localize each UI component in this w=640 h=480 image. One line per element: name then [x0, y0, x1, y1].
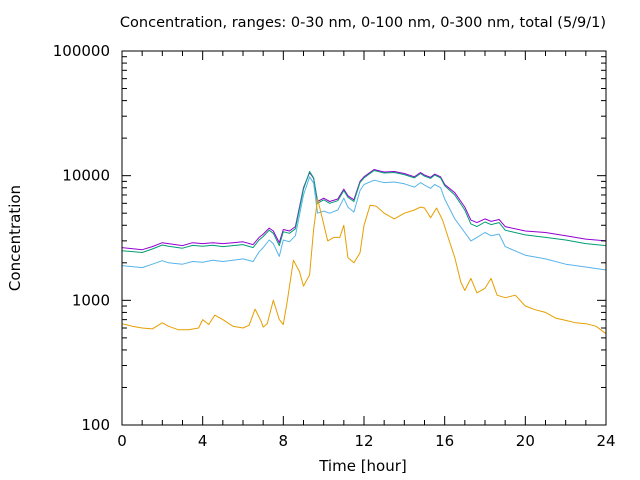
x-tick-label: 12 — [354, 432, 373, 450]
x-tick-label: 16 — [435, 432, 454, 450]
x-axis-label: Time [hour] — [318, 457, 407, 475]
x-tick-label: 24 — [596, 432, 615, 450]
plot-lines — [121, 169, 607, 335]
plot-frame — [121, 50, 607, 426]
x-tick-label: 20 — [516, 432, 535, 450]
y-axis-label: Concentration — [6, 185, 24, 291]
x-tick-label: 4 — [198, 432, 208, 450]
chart-title: Concentration, ranges: 0-30 nm, 0-100 nm… — [120, 15, 606, 31]
y-tick-label: 1000 — [72, 291, 110, 309]
series-line-4 — [121, 198, 607, 335]
y-tick-label: 100 — [81, 416, 110, 434]
x-tick-label: 0 — [117, 432, 127, 450]
axis-ticks — [122, 51, 606, 425]
series-line-2 — [121, 170, 607, 253]
axis-tick-labels: 0 4 8 12 16 20 24 100 1000 10000 100000 — [53, 42, 616, 450]
y-tick-label: 100000 — [53, 42, 110, 60]
series-line-1 — [121, 169, 607, 251]
x-tick-label: 8 — [279, 432, 289, 450]
y-tick-label: 10000 — [62, 167, 110, 185]
series-line-3 — [121, 176, 607, 271]
